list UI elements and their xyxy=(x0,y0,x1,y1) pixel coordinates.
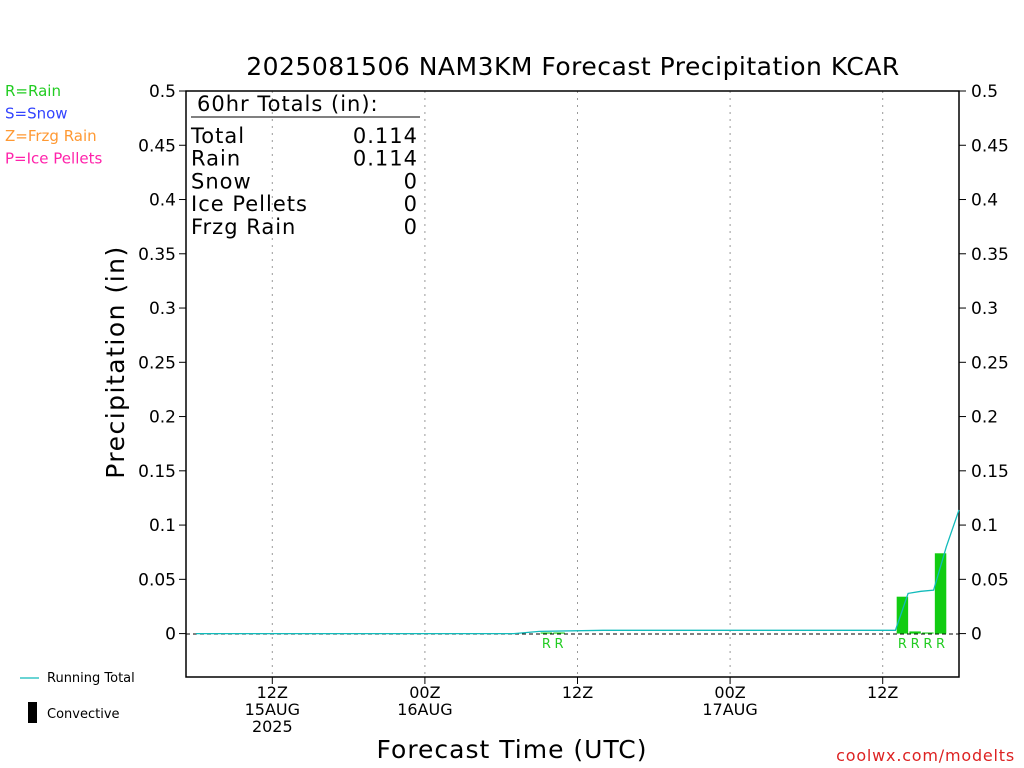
ptype-legend-item: Z=Frzg Rain xyxy=(5,127,97,145)
x-tick-label: 16AUG xyxy=(397,700,452,719)
totals-row-label: Ice Pellets xyxy=(191,192,308,216)
y-tick-label-right: 0.05 xyxy=(971,570,1009,590)
totals-row-value: 0 xyxy=(404,215,418,239)
plot-frame xyxy=(185,90,960,678)
y-tick-label-right: 0 xyxy=(971,625,982,645)
ptype-legend: R=Rain S=Snow Z=Frzg Rain P=Ice Pellets xyxy=(5,82,102,168)
running-total-legend-label: Running Total xyxy=(47,671,135,686)
y-tick-label: 0.15 xyxy=(138,462,176,482)
y-tick-label: 0.5 xyxy=(149,82,176,102)
rain-bars xyxy=(540,553,947,634)
rain-bar xyxy=(922,632,934,634)
x-tick-label: 17AUG xyxy=(702,700,757,719)
y-tick-label: 0.25 xyxy=(138,353,176,373)
y-tick-label: 0.3 xyxy=(149,299,176,319)
y-tick-label: 0.4 xyxy=(149,191,176,211)
y-tick-label-right: 0.5 xyxy=(971,82,998,102)
totals-row-label: Total xyxy=(190,124,245,148)
x-tick-label: 00Z xyxy=(714,683,745,702)
credit-text: coolwx.com/modelts xyxy=(836,746,1015,765)
ptype-marker: R xyxy=(911,637,920,652)
y-tick-label-right: 0.25 xyxy=(971,353,1009,373)
ptype-legend-item: P=Ice Pellets xyxy=(5,150,102,168)
ptype-legend-item: S=Snow xyxy=(5,105,68,123)
rain-bar xyxy=(909,631,921,634)
totals-row-value: 0.114 xyxy=(353,124,418,148)
y-tick-label: 0.45 xyxy=(138,136,176,156)
totals-row-value: 0 xyxy=(404,169,418,193)
rain-bar xyxy=(553,632,565,634)
y-axis-right: 0 0.05 0.1 0.15 0.2 0.25 0.3 0.35 0.4 0.45 0.5 xyxy=(959,82,1009,645)
ptype-marker: R xyxy=(555,637,564,652)
ptype-marker: R xyxy=(923,637,932,652)
x-tick-label: 00Z xyxy=(409,683,440,702)
totals-row-label: Frzg Rain xyxy=(191,215,296,239)
y-tick-label: 0.05 xyxy=(138,570,176,590)
rain-bar xyxy=(934,553,947,634)
x-axis-label: Forecast Time (UTC) xyxy=(377,735,648,764)
y-tick-label-right: 0.3 xyxy=(971,299,998,319)
totals-row-value: 0.114 xyxy=(353,147,418,171)
ptype-legend-item: R=Rain xyxy=(5,82,61,100)
ptype-marker: R xyxy=(898,637,907,652)
y-tick-label-right: 0.4 xyxy=(971,191,998,211)
y-tick-label-right: 0.1 xyxy=(971,516,998,536)
rain-bar xyxy=(896,596,909,634)
y-tick-label-right: 0.15 xyxy=(971,462,1009,482)
y-axis-left: 0 0.05 0.1 0.15 0.2 0.25 0.3 0.35 0.4 0.45 0.5 xyxy=(138,82,186,645)
y-tick-label-right: 0.2 xyxy=(971,408,998,428)
totals-panel: 60hr Totals (in): Total 0.114 Rain 0.114 Snow… xyxy=(190,92,420,239)
y-tick-label-right: 0.35 xyxy=(971,245,1009,265)
totals-row-label: Rain xyxy=(191,147,241,171)
x-tick-label: 12Z xyxy=(562,683,593,702)
y-tick-label: 0.1 xyxy=(149,516,176,536)
convective-legend-label: Convective xyxy=(47,707,120,722)
x-tick-label: 2025 xyxy=(252,717,293,736)
rain-bar xyxy=(540,632,553,634)
x-tick-label: 15AUG xyxy=(245,700,300,719)
totals-row-label: Snow xyxy=(191,169,252,193)
chart-title: 2025081506 NAM3KM Forecast Precipitation… xyxy=(246,52,900,81)
y-tick-label: 0.2 xyxy=(149,408,176,428)
totals-row-value: 0 xyxy=(404,192,418,216)
running-total-line xyxy=(196,509,960,635)
convective-legend-swatch xyxy=(28,702,37,723)
x-tick-label: 12Z xyxy=(867,683,898,702)
totals-header: 60hr Totals (in): xyxy=(197,92,379,116)
y-tick-label: 0 xyxy=(165,625,176,645)
y-tick-label: 0.35 xyxy=(138,245,176,265)
x-tick-label: 12Z xyxy=(257,683,288,702)
ptype-marker: R xyxy=(936,637,945,652)
y-tick-label-right: 0.45 xyxy=(971,136,1009,156)
y-axis-label: Precipitation (in) xyxy=(101,245,130,479)
ptype-marker: R xyxy=(542,637,551,652)
grid-lines xyxy=(271,91,884,677)
